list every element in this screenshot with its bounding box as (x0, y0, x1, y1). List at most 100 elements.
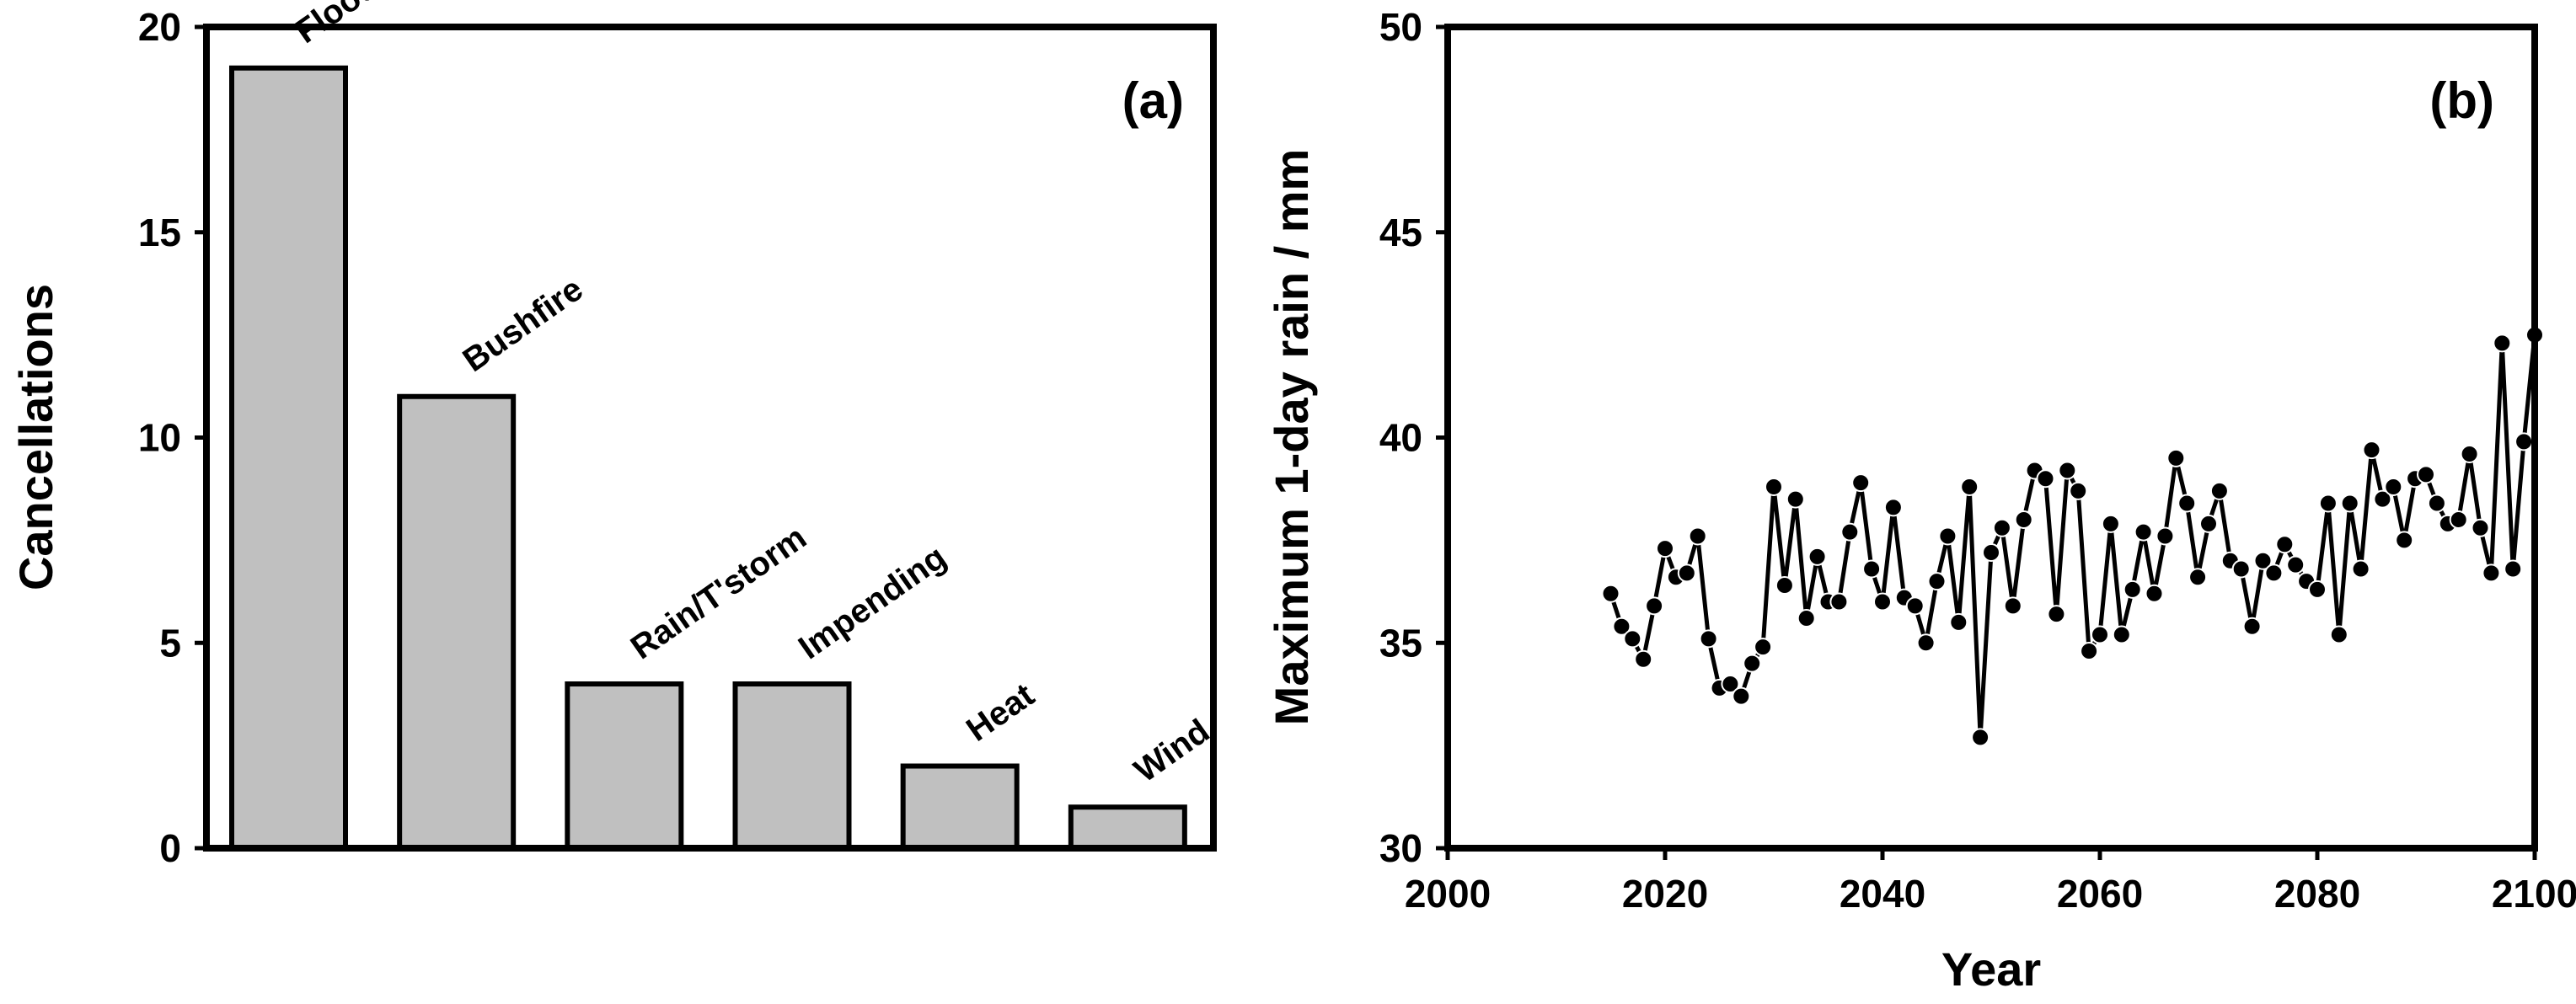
y-tick-label: 30 (1379, 826, 1422, 870)
bar-label: Impending (792, 538, 953, 666)
data-point (2209, 481, 2229, 500)
data-point (2123, 579, 2142, 599)
data-point (2395, 531, 2414, 550)
data-point (1786, 489, 1805, 509)
data-point (2134, 522, 2153, 542)
data-point (2091, 625, 2109, 644)
bar-label: Rain/T'storm (624, 519, 813, 666)
y-tick-label: 45 (1379, 211, 1422, 254)
data-point (1883, 498, 1903, 517)
panel-b-y-axis-title: Maximum 1-day rain / mm (1265, 149, 1318, 726)
panel-a-plot-frame (203, 24, 1217, 852)
data-point (1992, 518, 2011, 537)
y-tick-label: 15 (138, 211, 181, 254)
data-point (1677, 563, 1696, 583)
data-point (2417, 465, 2435, 484)
y-tick-label: 35 (1379, 621, 1422, 665)
y-tick-label: 50 (1379, 5, 1422, 49)
data-point (2362, 441, 2381, 460)
data-point (1971, 728, 1990, 747)
data-point (2199, 514, 2218, 533)
y-tick-label: 0 (159, 826, 181, 870)
data-point (2069, 481, 2088, 500)
data-point (2047, 605, 2066, 624)
data-point (2177, 494, 2197, 513)
data-point (2384, 478, 2403, 496)
data-point (1601, 584, 1620, 603)
bar-heat (900, 763, 1020, 851)
data-point (2253, 551, 2273, 570)
data-point (1775, 576, 1794, 595)
data-point (2156, 526, 2175, 546)
data-point (2014, 510, 2033, 529)
panel-b-x-axis-title: Year (1941, 943, 2041, 996)
data-point (2188, 568, 2208, 587)
x-tick-label: 2060 (2057, 872, 2143, 916)
y-tick-label: 20 (138, 5, 181, 49)
data-point (2286, 555, 2306, 574)
data-point (2101, 514, 2120, 533)
data-point (2504, 559, 2523, 579)
data-point (2318, 494, 2338, 513)
data-point (1807, 547, 1827, 566)
data-point (2058, 461, 2077, 480)
data-point (2449, 510, 2468, 529)
bar-impending (732, 681, 852, 851)
data-point (1765, 478, 1783, 496)
data-point (1634, 649, 1653, 669)
data-point (1916, 633, 1936, 653)
bar-wind (1068, 804, 1187, 851)
data-point (2166, 448, 2186, 467)
data-point (2242, 617, 2262, 636)
data-point (2471, 518, 2490, 537)
data-point (2231, 559, 2251, 579)
panel-a-y-axis-title: Cancellations (9, 284, 62, 590)
data-point (1938, 526, 1957, 546)
data-point (1797, 609, 1816, 628)
data-point (1829, 592, 1849, 611)
y-tick-label: 40 (1379, 416, 1422, 460)
x-tick-label: 2040 (1840, 872, 1925, 916)
x-tick-label: 2100 (2492, 872, 2576, 916)
data-point (2427, 494, 2446, 513)
data-point (1905, 596, 1925, 616)
panel-b-plot-frame (1444, 24, 2538, 852)
panel-b-label: (b) (2429, 72, 2494, 129)
data-point (2373, 489, 2392, 509)
x-tick-label: 2080 (2274, 872, 2360, 916)
data-point (1721, 675, 1740, 693)
data-point (1851, 473, 1871, 493)
data-point (2514, 432, 2534, 451)
data-point (1688, 526, 1707, 546)
data-point (2036, 469, 2055, 489)
bar-label: Wind (1127, 713, 1216, 790)
data-point (2112, 625, 2131, 644)
data-point (1873, 592, 1892, 611)
data-point (2308, 579, 2327, 599)
bar-bushfire (397, 393, 517, 851)
data-point (1754, 638, 1773, 657)
data-point (2264, 563, 2284, 583)
data-point (2482, 563, 2501, 583)
data-point (1960, 478, 1979, 496)
data-point (2003, 596, 2022, 616)
bar-label: Heat (960, 676, 1041, 749)
bar-label: Bushfire (457, 270, 590, 379)
data-point (2080, 642, 2099, 660)
data-point (1732, 686, 1751, 706)
data-point (1699, 629, 1718, 649)
data-point (2493, 334, 2512, 353)
y-tick-label: 5 (159, 621, 181, 665)
data-point (1656, 539, 1674, 558)
bar-rain-t-storm (565, 681, 684, 851)
panel-a-label: (a) (1122, 72, 1184, 129)
data-point (1840, 522, 1860, 542)
x-tick-label: 2020 (1622, 872, 1708, 916)
data-point (1743, 654, 1762, 673)
data-point (2351, 559, 2370, 579)
data-point (1927, 572, 1947, 591)
bar-flood (229, 65, 348, 851)
